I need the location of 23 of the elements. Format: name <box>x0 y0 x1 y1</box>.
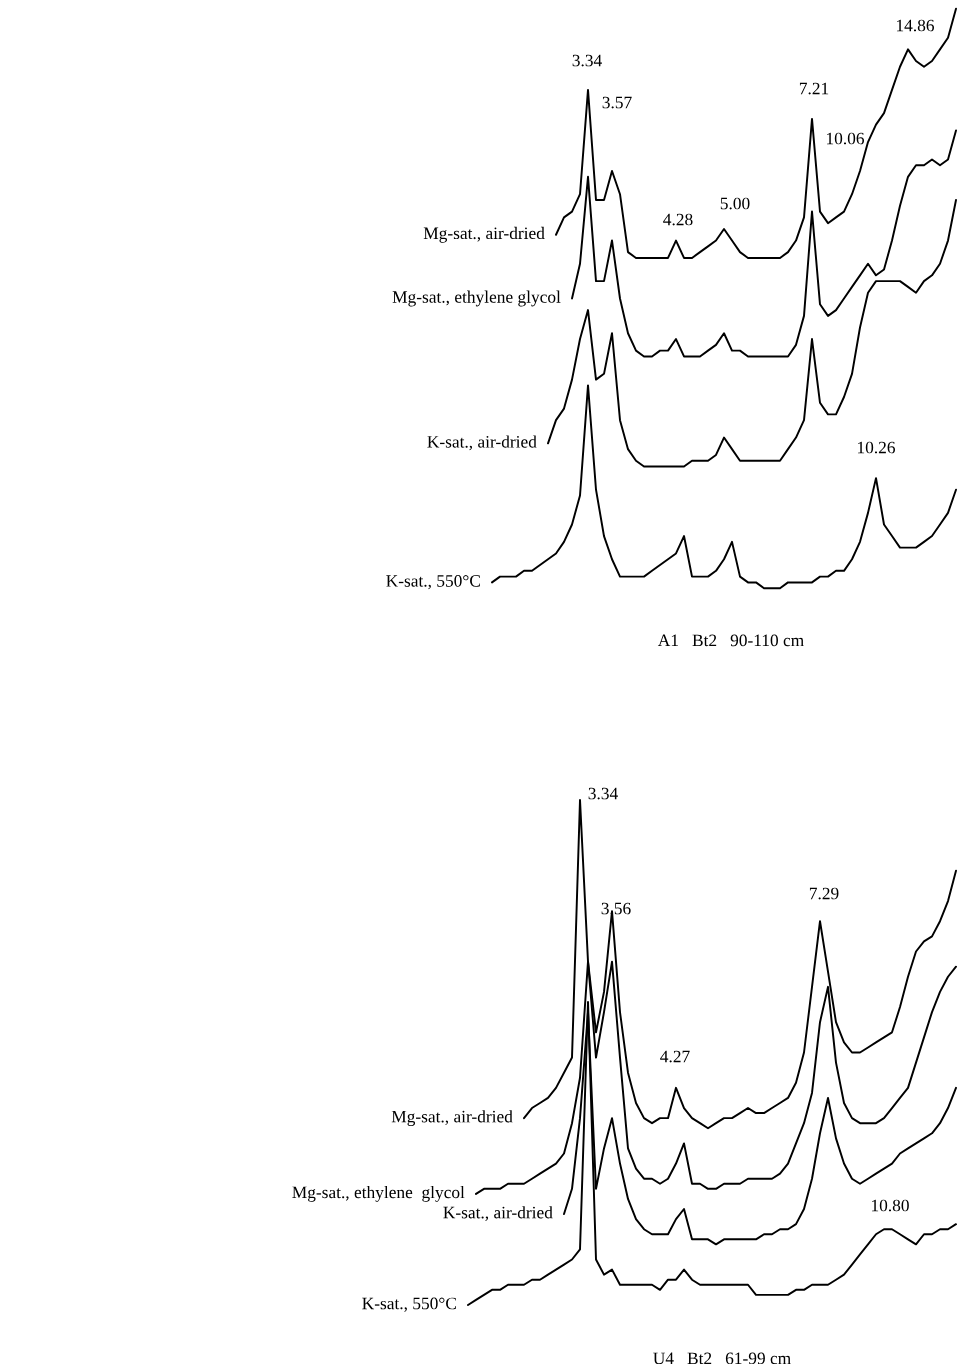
series-label: K-sat., air-dried <box>427 435 537 451</box>
annotation: 10.26 <box>858 441 896 454</box>
series-label: K-sat., air-dried <box>443 1206 553 1221</box>
annotation: 4.27 <box>660 1050 690 1063</box>
annotation: 3.56 <box>601 902 631 915</box>
annotation: 14.86 <box>897 19 935 32</box>
series-label: Mg-sat., air-dried <box>391 1110 513 1127</box>
series-label: Mg-sat., ethylene glycol <box>392 290 561 307</box>
annotation: 7.21 <box>799 82 829 95</box>
annotation: 7.29 <box>809 887 839 900</box>
annotation: 3.34 <box>572 54 602 67</box>
text: 3.34 <box>588 787 618 800</box>
annotation: 10.06 <box>827 132 865 145</box>
x-axis-title: A1 Bt2 90-110 cm <box>657 634 804 647</box>
series-label: K-sat., 550°C <box>386 575 480 590</box>
annotation: 5.00 <box>720 197 750 210</box>
x-axis-title: U4 Bt2 61-99 cm <box>653 1352 791 1364</box>
series-label: Mg-sat., air-dried <box>423 226 545 243</box>
annotation: 4.28 <box>663 213 693 226</box>
series-label: K-sat., 550°C <box>362 1297 456 1312</box>
annotation: 10.80 <box>872 1199 909 1212</box>
series-label: Mg-sat., ethylene glycol <box>292 1185 465 1202</box>
annotation: 3.57 <box>602 96 632 109</box>
